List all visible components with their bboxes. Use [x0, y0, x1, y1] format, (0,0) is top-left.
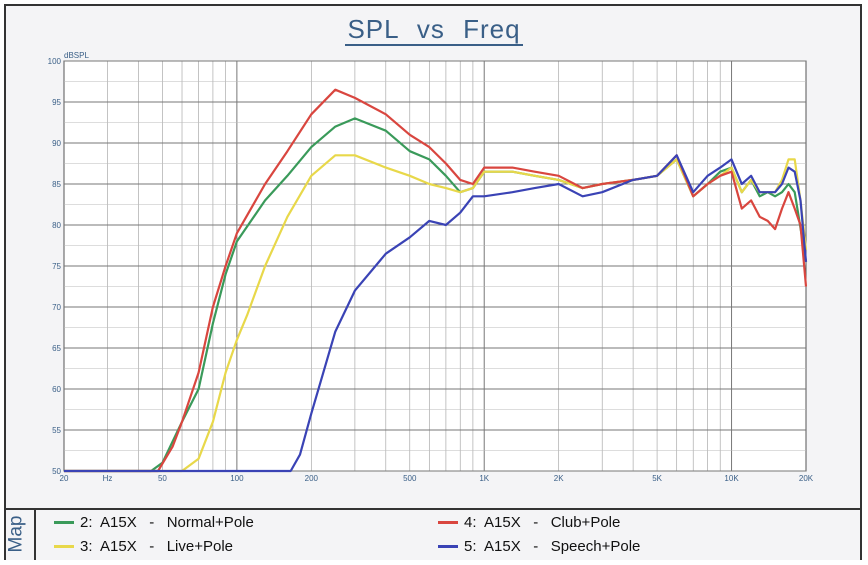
x-tick-label: 2K: [554, 474, 564, 483]
legend-swatch: [438, 545, 458, 548]
map-tab[interactable]: Map: [5, 510, 36, 560]
x-tick-label: 50: [158, 474, 167, 483]
x-tick-label: 20: [60, 474, 69, 483]
y-tick-label: 70: [52, 303, 61, 312]
legend-item-live-pole[interactable]: 3: A15X - Live+Pole: [54, 538, 233, 555]
y-tick-label: 75: [52, 262, 61, 271]
y-tick-label: 60: [52, 385, 61, 394]
x-tick-label: 10K: [724, 474, 739, 483]
y-tick-label: 85: [52, 180, 61, 189]
y-tick-label: 50: [52, 467, 61, 476]
x-tick-label: 5K: [652, 474, 662, 483]
legend-swatch: [54, 521, 74, 524]
legend-swatch: [438, 521, 458, 524]
x-tick-label: 1K: [479, 474, 489, 483]
chart-title: SPL vs Freq: [345, 14, 523, 46]
legend-item-speech-pole[interactable]: 5: A15X - Speech+Pole: [438, 538, 640, 555]
x-tick-label: Hz: [103, 474, 113, 483]
x-tick-label: 20K: [799, 474, 814, 483]
y-tick-label: 80: [52, 221, 61, 230]
x-tick-label: 200: [305, 474, 319, 483]
legend-item-normal-pole[interactable]: 2: A15X - Normal+Pole: [54, 514, 254, 531]
series-line-5: [64, 154, 808, 473]
x-tick-label: 100: [230, 474, 244, 483]
legend-panel: Map 2: A15X - Normal+Pole 3: A15X - Live…: [5, 508, 860, 560]
y-tick-label: 55: [52, 426, 61, 435]
y-tick-label: 95: [52, 98, 61, 107]
y-tick-label: 100: [48, 57, 62, 66]
series-line-4: [64, 88, 808, 473]
x-tick-label: 500: [403, 474, 417, 483]
y-axis-label: dBSPL: [64, 51, 89, 60]
y-tick-label: 65: [52, 344, 61, 353]
legend-swatch: [54, 545, 74, 548]
y-tick-label: 90: [52, 139, 61, 148]
legend-item-club-pole[interactable]: 4: A15X - Club+Pole: [438, 514, 620, 531]
